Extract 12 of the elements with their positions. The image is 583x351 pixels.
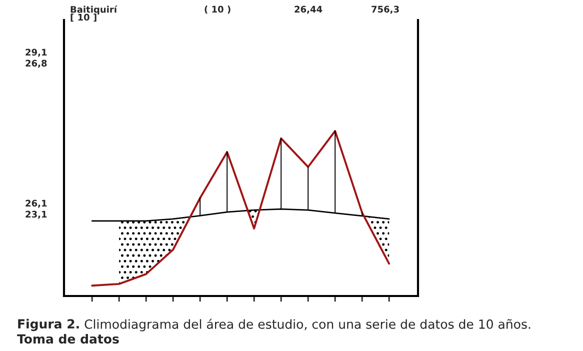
text: Baitiquirí: [70, 5, 118, 15]
text: Toma de datos: [17, 334, 119, 344]
text: 29,1: [26, 48, 47, 57]
text: 23,1: [26, 210, 47, 219]
text: [ 10 ]: [70, 14, 96, 22]
text: Figura 2.: [18, 318, 79, 332]
text: ( 10 ): [204, 6, 230, 14]
text: Climodiagrama del área de estudio, con una serie de datos de 10 años.: [84, 318, 530, 332]
text: 26,8: [26, 60, 47, 68]
text: 26,1: [26, 200, 47, 208]
text: 756,3: [372, 6, 399, 14]
text: 26,44: [294, 6, 322, 14]
